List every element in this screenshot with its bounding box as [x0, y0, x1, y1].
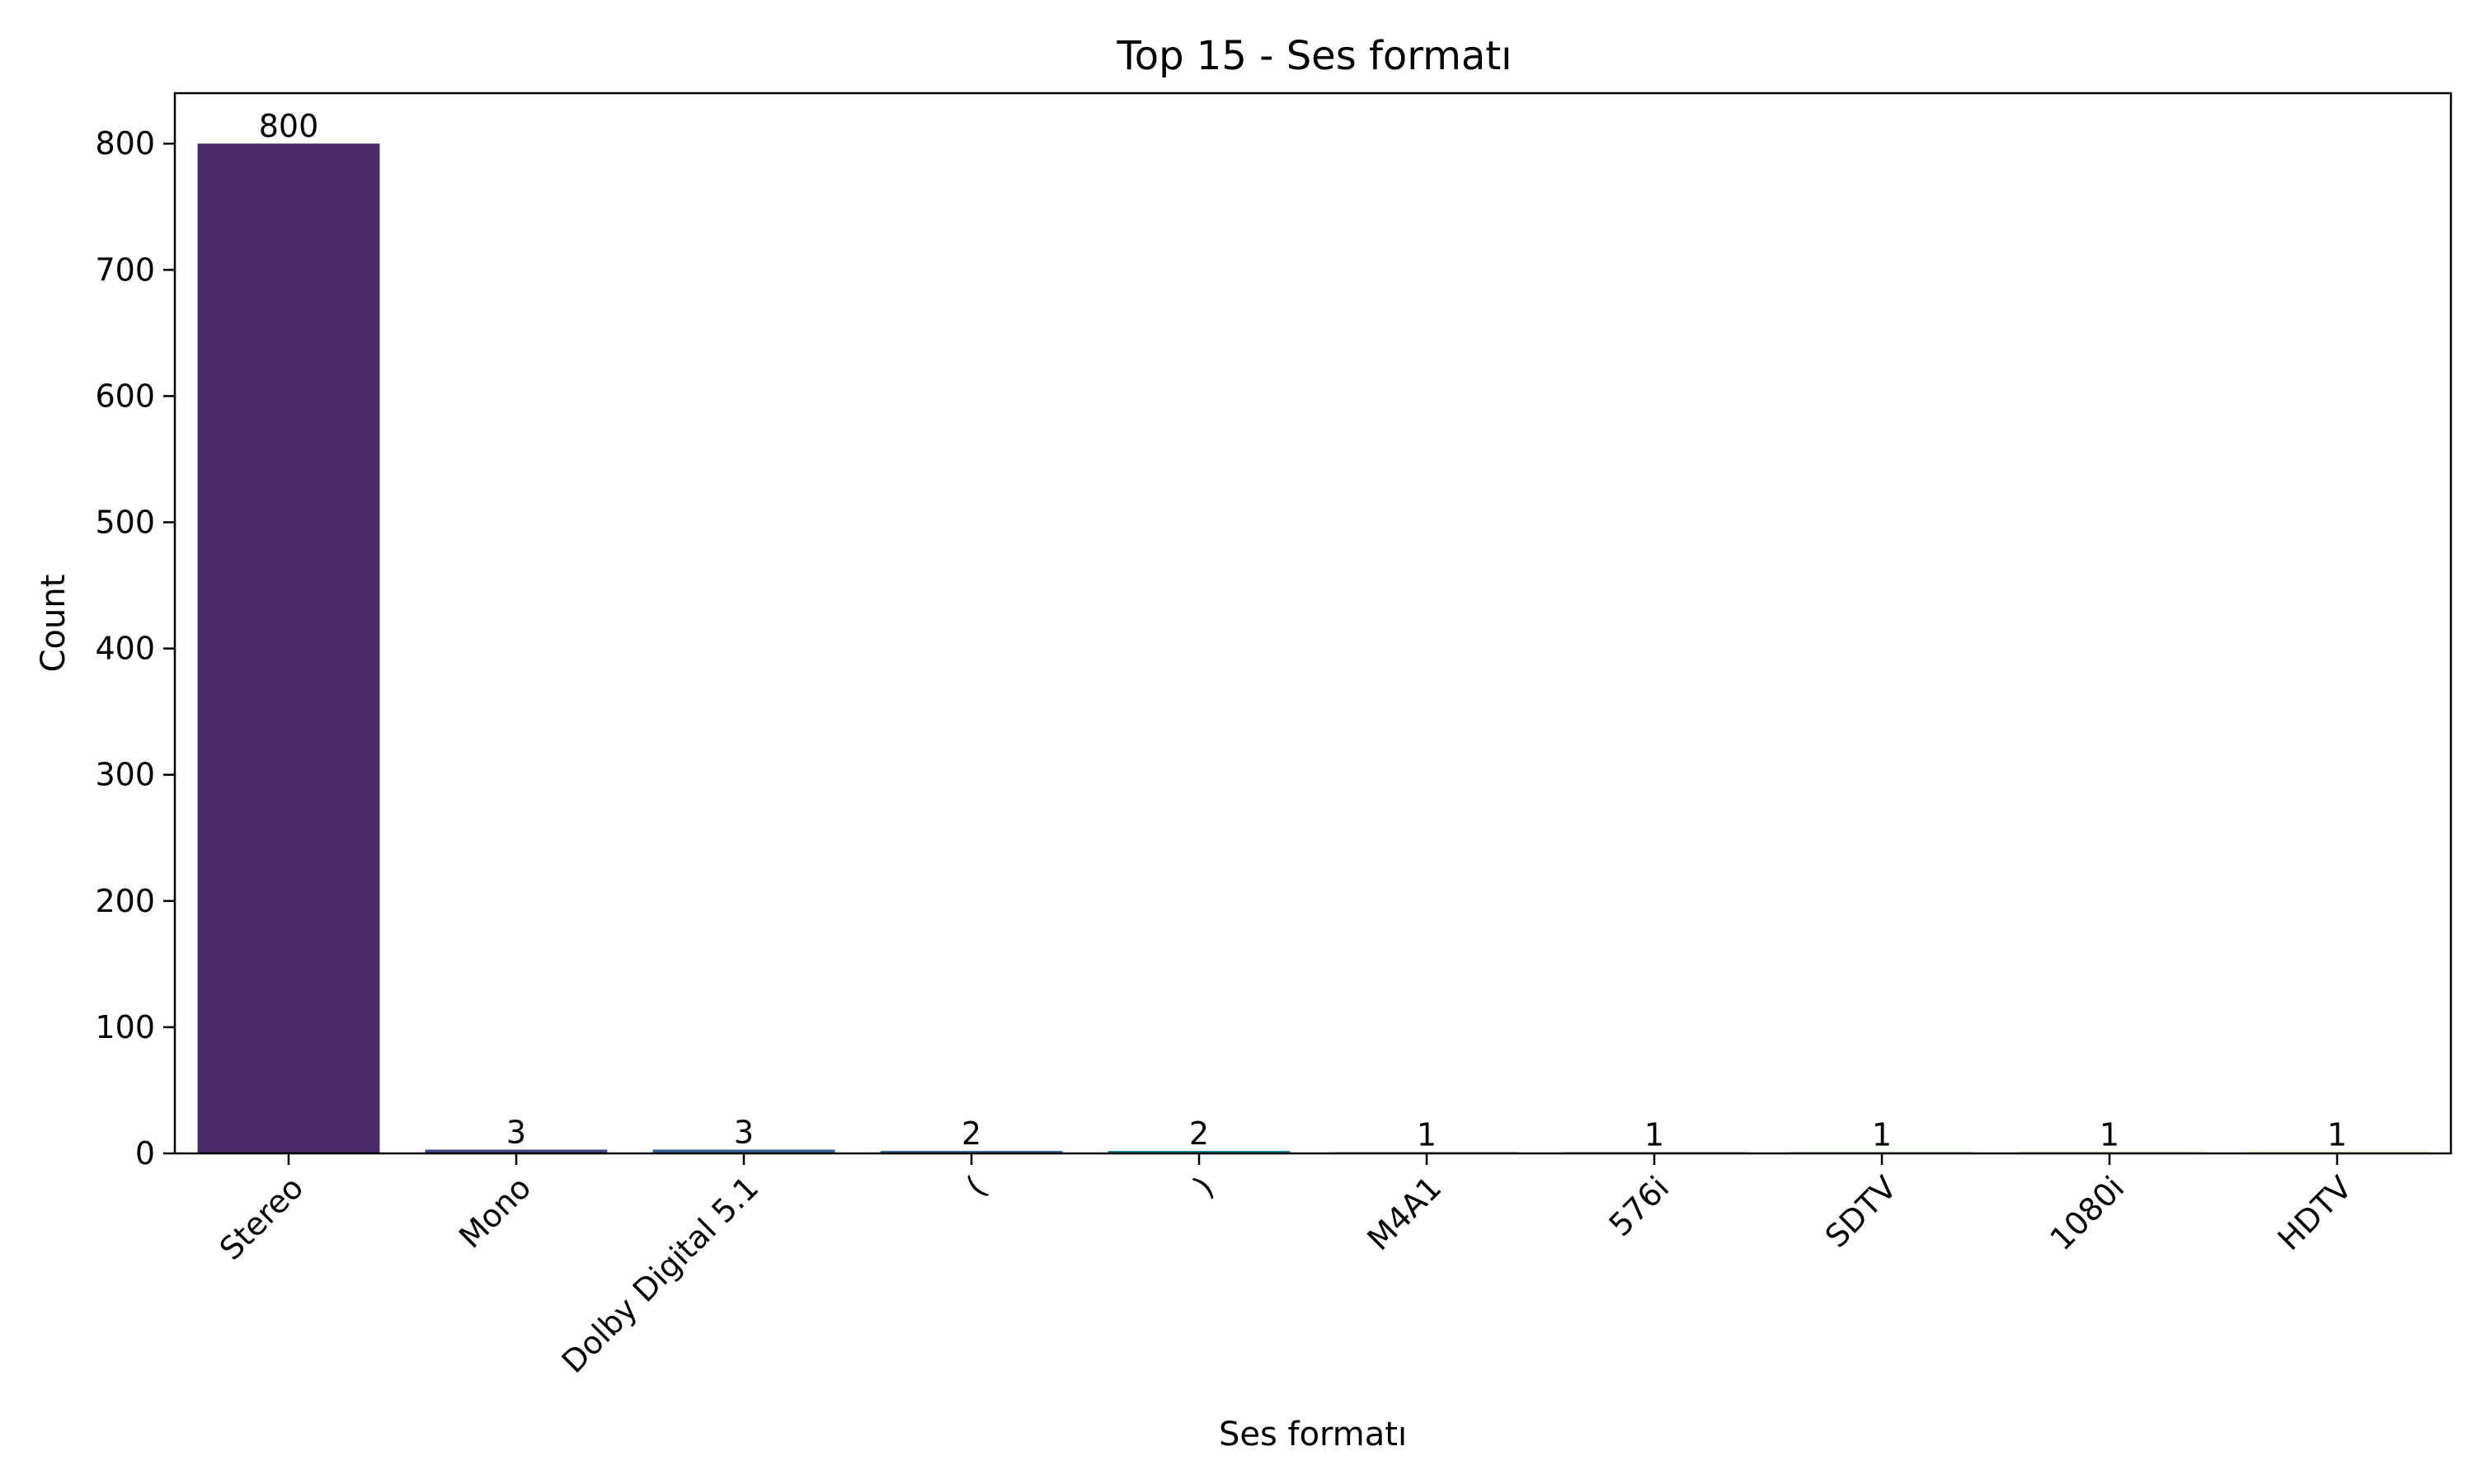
data-label-7: 1: [1872, 1116, 1892, 1153]
bar-0: [197, 143, 380, 1154]
data-label-5: 1: [1417, 1116, 1437, 1153]
x-tick-label-5: M4A1: [1360, 1169, 1448, 1257]
bar-2: [652, 1149, 835, 1153]
x-tick-label-9: HDTV: [2271, 1169, 2359, 1257]
data-label-2: 3: [734, 1114, 754, 1150]
y-tick-label-6: 600: [95, 378, 155, 414]
data-label-6: 1: [1644, 1116, 1664, 1153]
x-tick-label-2: Dolby Digital 5.1: [555, 1169, 766, 1380]
data-label-9: 1: [2327, 1116, 2347, 1153]
x-tick-label-6: 576i: [1602, 1169, 1676, 1243]
data-label-1: 3: [506, 1114, 526, 1150]
bars-group: [197, 143, 2429, 1154]
x-tick-label-7: SDTV: [1818, 1169, 1904, 1255]
y-axis-label: Count: [35, 575, 73, 673]
y-tick-label-2: 200: [95, 883, 155, 919]
x-tick-label-8: 1080i: [2043, 1169, 2131, 1257]
data-labels-group: 800 3 3 2 2 1 1 1 1 1: [259, 108, 2347, 1153]
x-axis: Stereo Mono Dolby Digital 5.1 () M4A1 576i SDT…: [213, 1153, 2359, 1380]
x-tick-label-1: Mono: [452, 1169, 538, 1255]
x-tick-label-3: (: [959, 1169, 994, 1204]
y-tick-label-4: 400: [95, 631, 155, 667]
x-tick-label-0: Stereo: [213, 1169, 311, 1267]
x-tick-label-4: ): [1187, 1169, 1221, 1204]
y-tick-label-1: 100: [95, 1009, 155, 1045]
y-tick-label-3: 300: [95, 757, 155, 793]
data-label-8: 1: [2100, 1116, 2119, 1153]
data-label-0: 800: [259, 108, 319, 144]
plot-frame: [173, 92, 2453, 1155]
y-tick-label-0: 0: [135, 1135, 155, 1172]
y-tick-label-7: 700: [95, 251, 155, 288]
y-tick-label-5: 500: [95, 505, 155, 541]
x-axis-label: Ses formatı: [1219, 1416, 1407, 1453]
chart-title: Top 15 - Ses formatı: [1117, 33, 1512, 79]
bar-1: [425, 1149, 608, 1153]
bar-3: [880, 1150, 1063, 1153]
y-axis: 0 100 200 300 400 500 600 700 800: [95, 125, 175, 1172]
bar-4: [1108, 1150, 1291, 1153]
data-label-4: 2: [1189, 1115, 1209, 1152]
data-label-3: 2: [962, 1115, 981, 1152]
y-tick-label-8: 800: [95, 125, 155, 162]
